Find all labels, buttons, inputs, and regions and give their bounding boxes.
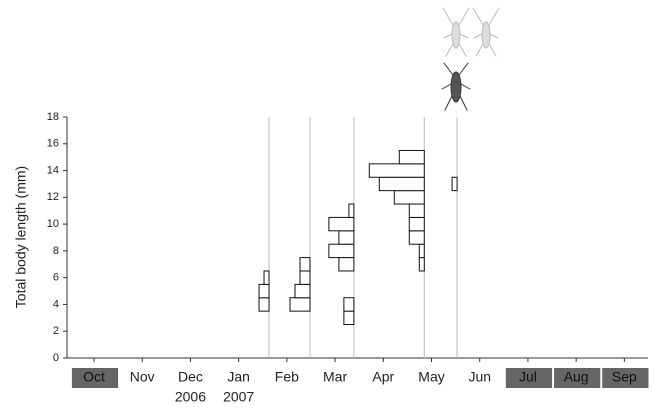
x-tick-label: Jun [468, 369, 491, 385]
y-tick-label: 0 [53, 352, 59, 364]
y-tick-label: 8 [53, 245, 59, 257]
x-tick-label: Sep [612, 369, 637, 385]
length-bar [452, 177, 457, 190]
length-bar [329, 244, 354, 257]
year-label: 2007 [223, 389, 254, 405]
length-bar [344, 311, 354, 324]
x-tick-label: Apr [372, 369, 394, 385]
x-tick-label: Aug [564, 369, 589, 385]
length-bar [409, 204, 424, 217]
length-bar [339, 258, 354, 271]
length-bar [290, 298, 310, 311]
length-bar [259, 298, 269, 311]
y-tick-label: 2 [53, 325, 59, 337]
length-bar [349, 204, 354, 217]
y-tick-label: 6 [53, 272, 59, 284]
length-bar [394, 191, 424, 204]
x-tick-label: Feb [275, 369, 299, 385]
year-label: 2006 [175, 389, 206, 405]
x-tick-label: Nov [130, 369, 155, 385]
length-bar [369, 164, 424, 177]
y-tick-label: 14 [47, 164, 59, 176]
length-bar [264, 271, 269, 284]
x-tick-label: Jan [227, 369, 250, 385]
x-tick-label: Oct [83, 369, 105, 385]
chart: Total body length (mm) 0 2 4 6 8 10 12 14 16 18 Oc… [0, 0, 654, 411]
length-bar [300, 271, 310, 284]
length-bar [259, 284, 269, 297]
insect-icons [442, 8, 499, 110]
length-bar [399, 150, 424, 163]
length-bar [295, 284, 310, 297]
length-bar [409, 217, 424, 230]
length-bar [419, 258, 424, 271]
length-bar [379, 177, 424, 190]
length-bar [419, 244, 424, 257]
length-bar [409, 231, 424, 244]
length-bar [300, 258, 310, 271]
length-bar [344, 298, 354, 311]
length-bar [339, 231, 354, 244]
y-tick-label: 16 [47, 138, 59, 150]
y-tick-label: 12 [47, 191, 59, 203]
y-axis-label: Total body length (mm) [13, 166, 29, 308]
x-tick-label: Mar [323, 369, 347, 385]
y-tick-label: 10 [47, 218, 59, 230]
y-tick-label: 4 [53, 298, 59, 310]
x-tick-label: Dec [178, 369, 203, 385]
y-tick-label: 18 [47, 111, 59, 123]
x-tick-label: May [418, 369, 444, 385]
length-bar [329, 217, 354, 230]
x-tick-label: Jul [519, 369, 537, 385]
